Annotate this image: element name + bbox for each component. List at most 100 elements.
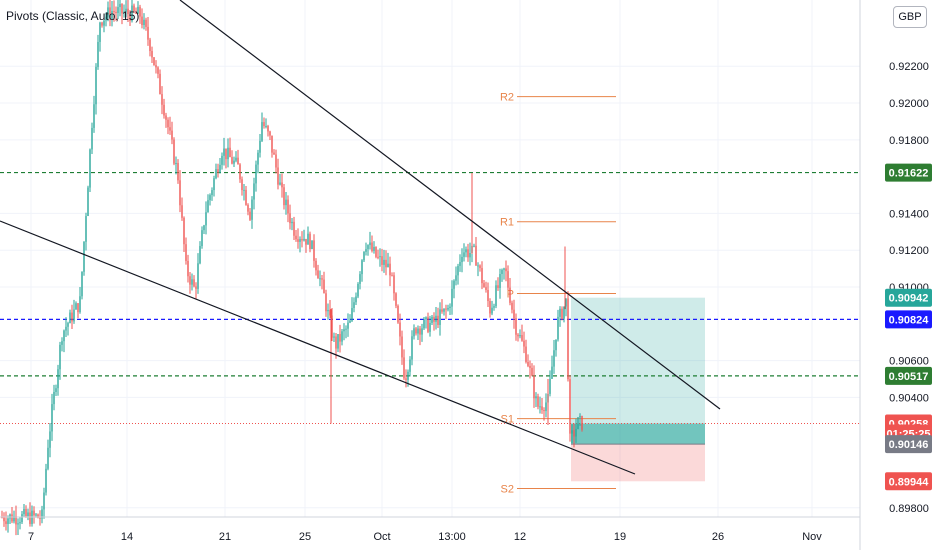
candle bbox=[93, 95, 95, 133]
candle-body bbox=[49, 431, 51, 448]
candle bbox=[233, 156, 235, 167]
candle-body bbox=[485, 287, 487, 290]
candle bbox=[227, 138, 229, 168]
candle-body bbox=[91, 127, 93, 150]
trendline-lower-wedge bbox=[0, 220, 636, 475]
candle-body bbox=[505, 268, 507, 272]
candle bbox=[465, 246, 467, 258]
candle bbox=[361, 259, 363, 282]
candle bbox=[445, 304, 447, 320]
candle-body bbox=[507, 271, 509, 288]
candle bbox=[467, 243, 469, 262]
candle-body bbox=[247, 204, 249, 212]
candle bbox=[211, 187, 213, 201]
candle bbox=[485, 281, 487, 293]
long-position-tool[interactable] bbox=[571, 297, 705, 482]
candle-body bbox=[107, 7, 109, 17]
candle bbox=[517, 333, 519, 342]
candle-body bbox=[399, 322, 401, 337]
candle-body bbox=[529, 365, 531, 368]
trendlines[interactable] bbox=[0, 0, 721, 475]
y-tick-label: 0.89800 bbox=[889, 503, 929, 515]
candle bbox=[391, 272, 393, 277]
candle-body bbox=[271, 135, 273, 153]
candle-body bbox=[25, 508, 27, 517]
candle bbox=[527, 354, 529, 368]
candle bbox=[113, 0, 115, 22]
candle-body bbox=[441, 309, 443, 312]
candle bbox=[45, 463, 47, 496]
candle bbox=[313, 234, 315, 268]
candle-body bbox=[75, 303, 77, 310]
candle bbox=[365, 242, 367, 256]
candle bbox=[349, 314, 351, 324]
candle-body bbox=[327, 309, 329, 312]
candle bbox=[159, 69, 161, 95]
candle bbox=[501, 268, 503, 282]
candle-body bbox=[147, 26, 149, 40]
candle bbox=[539, 396, 541, 414]
horizontal-lines[interactable] bbox=[0, 171, 860, 425]
candle-body bbox=[525, 346, 527, 362]
candle bbox=[515, 313, 517, 341]
candle bbox=[425, 316, 427, 329]
candle bbox=[383, 249, 385, 273]
candle-body bbox=[117, 7, 119, 13]
candle bbox=[161, 86, 163, 115]
currency-button[interactable]: GBP bbox=[893, 6, 927, 28]
candle bbox=[147, 17, 149, 46]
candle-body bbox=[541, 406, 543, 411]
candle bbox=[549, 370, 551, 397]
candle bbox=[491, 300, 493, 316]
candle-body bbox=[561, 308, 563, 319]
x-tick-label: 25 bbox=[299, 531, 311, 543]
candle bbox=[241, 176, 243, 196]
candle bbox=[109, 0, 111, 27]
candle-body bbox=[361, 260, 363, 275]
candle bbox=[483, 280, 485, 288]
candle-body bbox=[69, 312, 71, 324]
candle-body bbox=[509, 287, 511, 303]
candle bbox=[73, 299, 75, 324]
candle-body bbox=[303, 239, 305, 241]
candle bbox=[427, 312, 429, 334]
candle-body bbox=[423, 319, 425, 329]
candle bbox=[225, 148, 227, 169]
candle bbox=[223, 137, 225, 166]
indicator-title[interactable]: Pivots (Classic, Auto, 15) bbox=[6, 9, 140, 23]
candle bbox=[183, 216, 185, 253]
candle bbox=[119, 0, 121, 17]
candle bbox=[553, 339, 555, 374]
y-tick-label: 0.90600 bbox=[889, 356, 929, 368]
candle-body bbox=[473, 245, 475, 247]
candle bbox=[117, 0, 119, 19]
candle bbox=[359, 271, 361, 290]
candle-body bbox=[43, 492, 45, 510]
price-label: 0.90824 bbox=[885, 310, 932, 329]
candle-body bbox=[355, 296, 357, 303]
candle-body bbox=[395, 293, 397, 306]
candle-body bbox=[329, 309, 331, 316]
candle bbox=[363, 251, 365, 263]
candle bbox=[493, 303, 495, 311]
candle-body bbox=[225, 148, 227, 160]
pivot-label-s1: S1 bbox=[501, 414, 514, 426]
candle-body bbox=[449, 306, 451, 308]
candle-body bbox=[407, 371, 409, 380]
candle bbox=[127, 0, 129, 23]
candle-body bbox=[539, 406, 541, 408]
candle-body bbox=[373, 246, 375, 251]
candle-body bbox=[531, 367, 533, 376]
candle bbox=[345, 325, 347, 339]
candlesticks bbox=[1, 0, 583, 536]
candle bbox=[305, 238, 307, 253]
candle bbox=[7, 515, 9, 533]
candle-body bbox=[391, 275, 393, 277]
candle bbox=[63, 329, 65, 353]
candle bbox=[283, 183, 285, 210]
candle bbox=[55, 384, 57, 396]
candle bbox=[293, 216, 295, 240]
candle-body bbox=[337, 334, 339, 349]
candle-body bbox=[365, 249, 367, 252]
